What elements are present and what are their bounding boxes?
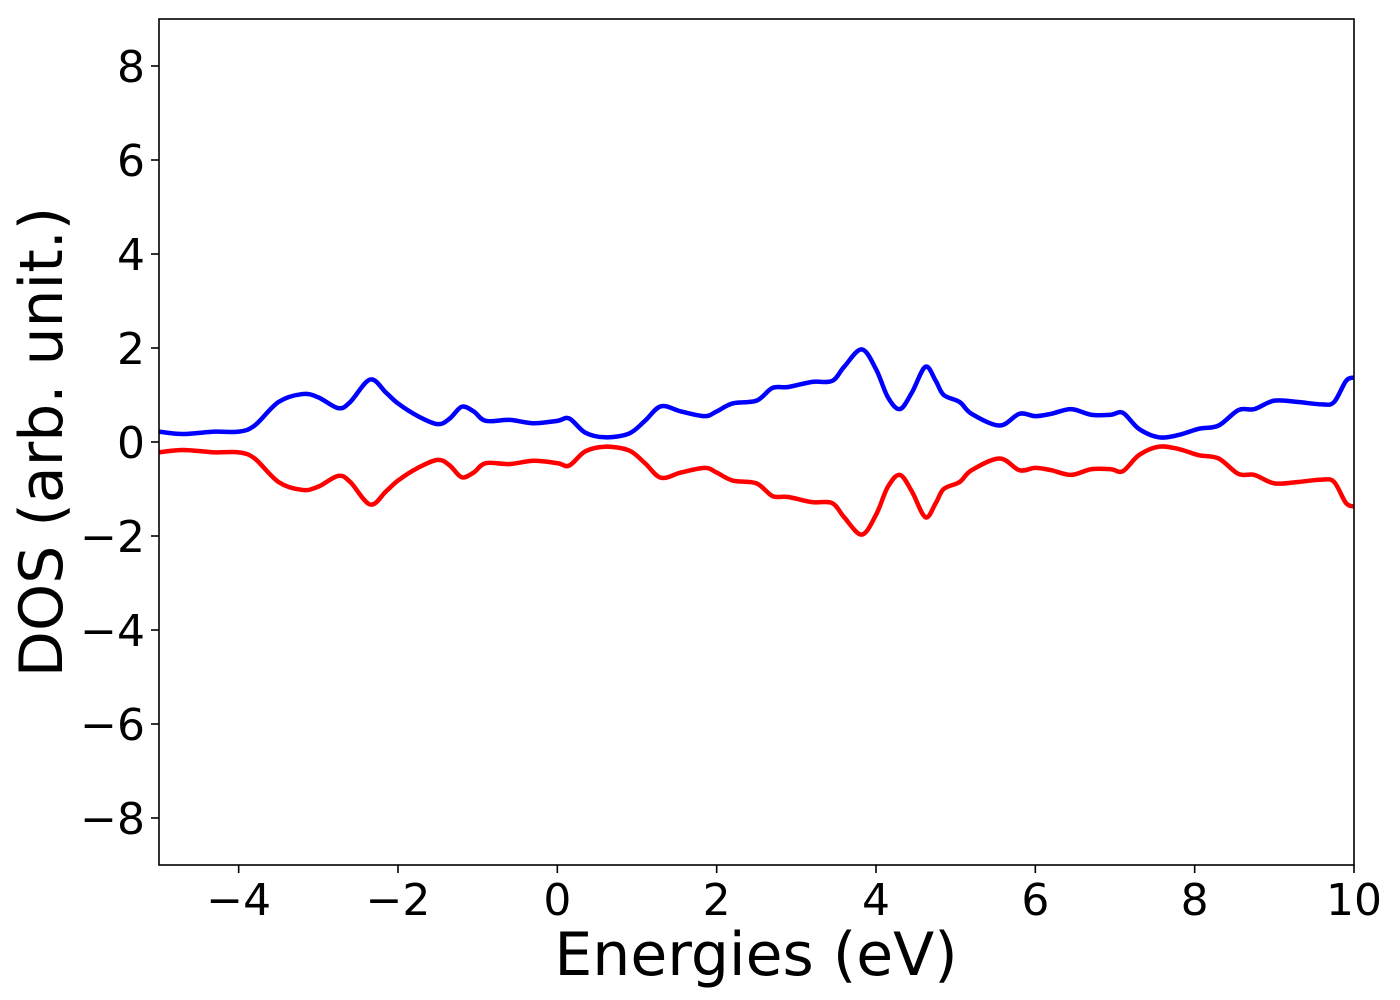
x-tick-label: 8 xyxy=(1181,875,1209,926)
y-tick-label: 6 xyxy=(117,136,145,187)
x-tick-label: −4 xyxy=(206,875,271,926)
x-tick-label: 10 xyxy=(1326,875,1382,926)
y-axis: 8 6 4 2 0 −2 −4 −6 −8 xyxy=(80,42,159,845)
x-tick-label: −2 xyxy=(366,875,431,926)
y-axis-title: DOS (arb. unit.) xyxy=(7,207,77,677)
dos-series-down-line xyxy=(159,444,1354,537)
x-tick-label: 2 xyxy=(703,875,731,926)
y-tick-label: −2 xyxy=(80,512,145,563)
y-tick-label: 4 xyxy=(117,230,145,281)
x-axis: −4 −2 0 2 4 6 8 10 xyxy=(206,865,1382,926)
series-layer xyxy=(159,347,1354,537)
x-tick-label: 4 xyxy=(862,875,890,926)
y-tick-label: −8 xyxy=(80,794,145,845)
plot-frame xyxy=(158,18,1355,866)
x-axis-title: Energies (eV) xyxy=(554,920,957,990)
y-tick-label: −4 xyxy=(80,606,145,657)
y-tick-label: 8 xyxy=(117,42,145,93)
x-tick-label: 6 xyxy=(1021,875,1049,926)
y-tick-label: −6 xyxy=(80,700,145,751)
y-tick-label: 2 xyxy=(117,324,145,375)
y-tick-label: 0 xyxy=(117,418,145,469)
x-tick-label: 0 xyxy=(543,875,571,926)
dos-series-up-line xyxy=(159,347,1354,440)
